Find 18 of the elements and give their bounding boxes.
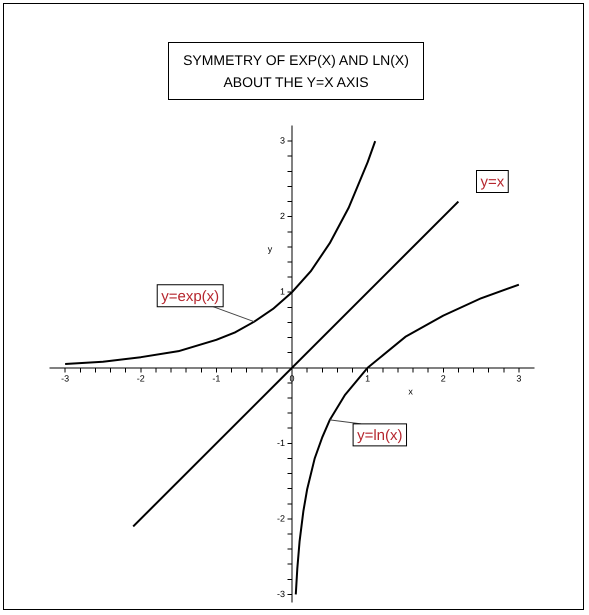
- text: y=exp(x): [161, 288, 220, 305]
- series-label: y=ln(x): [357, 427, 403, 444]
- y-tick-label: -3: [276, 588, 285, 599]
- y-tick-label: -1: [276, 438, 285, 448]
- y-tick-label: 3: [280, 136, 285, 146]
- x-tick-label: 2: [440, 374, 446, 384]
- x-tick-label: 1: [365, 374, 370, 384]
- x-tick-label: -2: [136, 374, 145, 384]
- x-axis-title: x: [408, 386, 414, 396]
- series-label: y=x: [480, 174, 505, 191]
- y-tick-label: -2: [276, 513, 285, 524]
- y-tick-label: 2: [280, 211, 285, 222]
- x-tick-label: -3: [61, 374, 70, 384]
- chart-title: SYMMETRY OF EXP(X) AND LN(X) ABOUT THE Y=X AXIS: [168, 42, 424, 100]
- x-tick-label: 3: [516, 374, 522, 384]
- y-axis-title: y: [268, 244, 273, 254]
- y-tick-label: 1: [280, 286, 285, 297]
- x-tick-label: -1: [212, 374, 220, 384]
